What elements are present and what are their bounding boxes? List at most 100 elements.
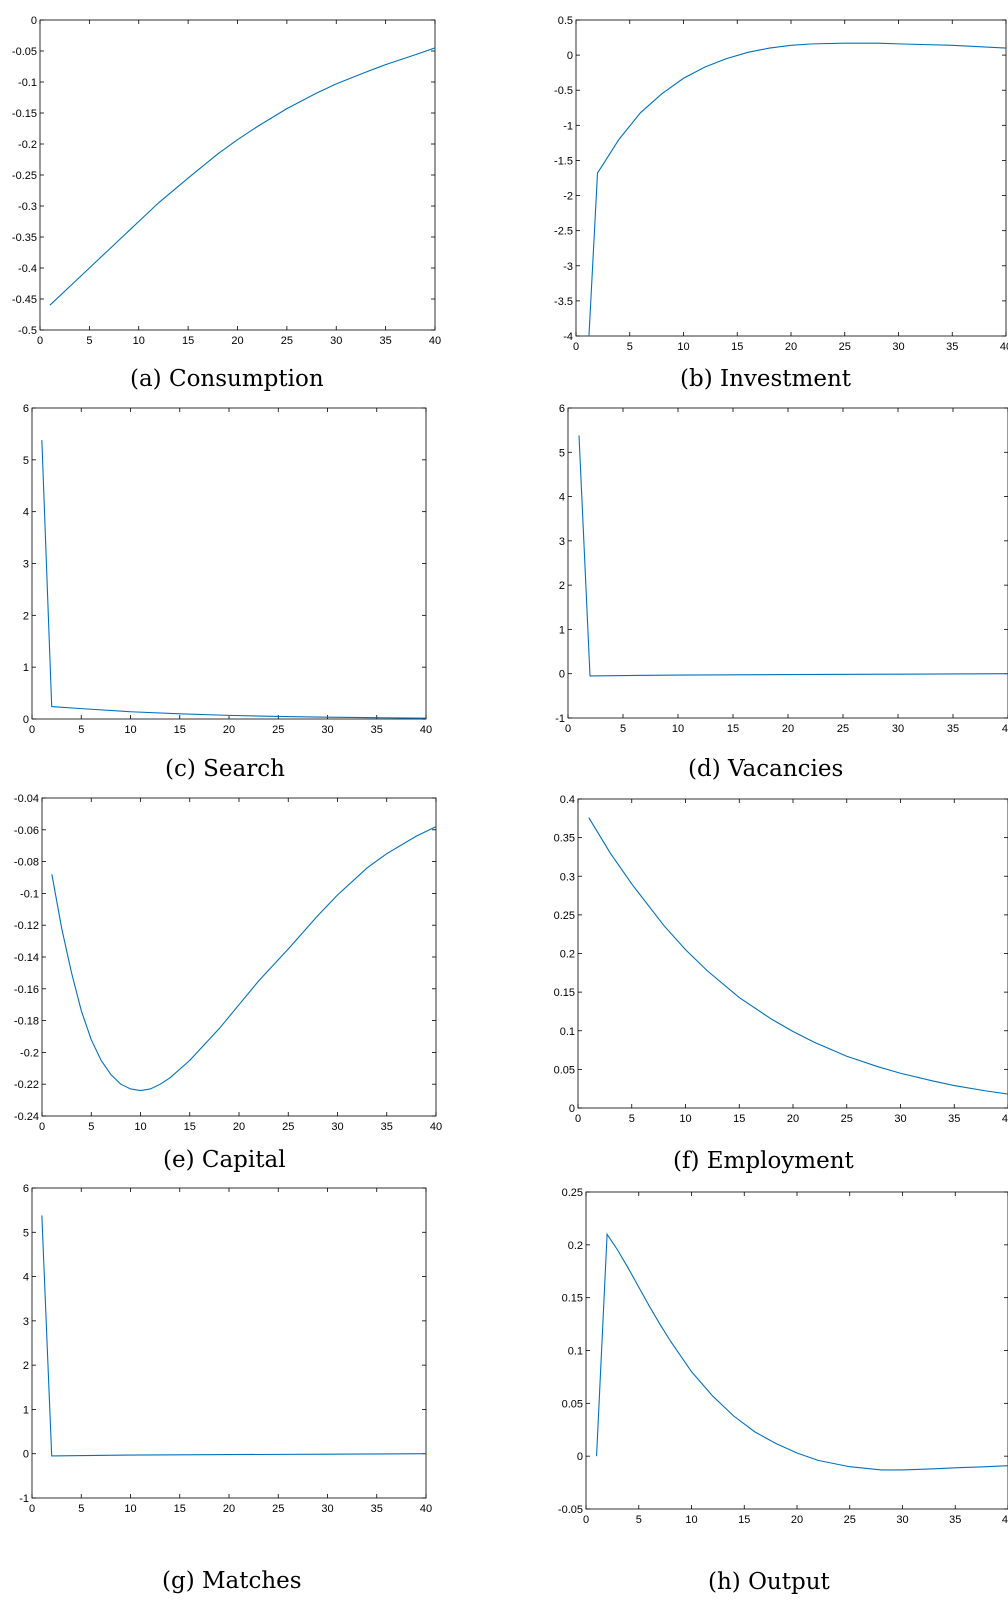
capital-ytick-label: -0.14: [14, 952, 39, 964]
chart-consumption: 0 5 10 15 20 25 30 35 40 -0.5 -0.45 -0.4 -0.35 -0.3 -0…: [12, 15, 441, 347]
vacancies-ytick-label: 0: [559, 669, 565, 681]
search-ytick-label: 2: [23, 610, 29, 622]
chart-capital: 0 5 10 15 20 25 30 35 40 -0.24 -0.22 -0.2 -0.18 -0.16…: [14, 793, 442, 1133]
vacancies-xtick-label: 35: [947, 723, 959, 735]
consumption-series-line: [49, 47, 435, 306]
vacancies-ytick-label: 1: [559, 624, 565, 636]
vacancies-xtick-label: 15: [727, 723, 739, 735]
employment-xtick-label: 35: [948, 1113, 960, 1125]
investment-xtick-label: 40: [1000, 341, 1008, 353]
capital-ytick-label: -0.04: [14, 793, 39, 805]
investment-xtick-label: 20: [785, 341, 797, 353]
vacancies-ytick-label: 2: [559, 580, 565, 592]
employment-ytick-label: 0.1: [560, 1026, 575, 1038]
matches-ytick-label: 1: [23, 1404, 29, 1416]
consumption-xtick-label: 30: [330, 335, 342, 347]
vacancies-axes-box: [567, 407, 1008, 719]
consumption-ytick-label: -0.15: [12, 108, 37, 120]
capital-xtick-label: 20: [233, 1121, 245, 1133]
capital-ytick-label: -0.12: [14, 920, 39, 932]
capital-ytick-label: -0.24: [14, 1111, 39, 1123]
investment-series-line: [588, 42, 1006, 336]
matches-ytick-label: 3: [23, 1316, 29, 1328]
investment-ytick-label: -1: [563, 120, 573, 132]
output-xtick-label: 5: [636, 1514, 642, 1526]
output-xtick-label: 0: [583, 1514, 589, 1526]
matches-xtick-label: 25: [272, 1503, 284, 1515]
search-xtick-label: 25: [272, 724, 284, 736]
search-xtick-label: 5: [78, 724, 84, 736]
employment-xtick-label: 20: [787, 1113, 799, 1125]
chart-search: 0 5 10 15 20 25 30 35 40 0 1 2 3 4 5 6: [23, 403, 432, 736]
employment-ytick-label: 0.05: [554, 1064, 575, 1076]
vacancies-ytick-label: 3: [559, 536, 565, 548]
output-xtick-label: 30: [896, 1514, 908, 1526]
search-axes-box: [31, 407, 427, 720]
search-ytick-label: 5: [23, 455, 29, 467]
consumption-xtick-label: 20: [231, 335, 243, 347]
matches-xtick-label: 20: [223, 1503, 235, 1515]
consumption-ytick-label: -0.4: [18, 263, 37, 275]
consumption-xtick-label: 0: [37, 335, 43, 347]
matches-series-line: [41, 1215, 426, 1457]
investment-xtick-label: 15: [731, 341, 743, 353]
capital-ytick-label: -0.16: [14, 984, 39, 996]
consumption-ytick-label: -0.5: [18, 325, 37, 337]
matches-axes-box: [31, 1187, 427, 1499]
consumption-xtick-label: 35: [380, 335, 392, 347]
employment-ytick-label: 0: [569, 1103, 575, 1115]
consumption-ytick-label: -0.1: [18, 77, 37, 89]
investment-xtick-label: 35: [946, 341, 958, 353]
vacancies-xtick-label: 10: [672, 723, 684, 735]
employment-xtick-label: 25: [841, 1113, 853, 1125]
capital-axes-box: [41, 797, 437, 1117]
consumption-axes-box: [39, 19, 436, 331]
capital-ytick-label: -0.18: [14, 1016, 39, 1028]
employment-xtick-label: 30: [894, 1113, 906, 1125]
chart-panel-consumption: 0 5 10 15 20 25 30 35 40 -0.5 -0.45 -0.4 -0.35 -0.3 -0…: [0, 8, 470, 400]
investment-ytick-label: -4: [563, 331, 573, 343]
consumption-xtick-label: 25: [281, 335, 293, 347]
consumption-ytick-label: -0.35: [12, 232, 37, 244]
vacancies-xtick-label: 25: [837, 723, 849, 735]
vacancies-xtick-label: 40: [1002, 723, 1008, 735]
investment-ytick-label: -2: [563, 191, 573, 203]
search-xtick-label: 30: [321, 724, 333, 736]
employment-series-line: [588, 817, 1008, 1095]
search-xtick-label: 35: [371, 724, 383, 736]
capital-series-line: [51, 826, 436, 1092]
vacancies-ytick-label: 5: [559, 447, 565, 459]
matches-xtick-label: 15: [174, 1503, 186, 1515]
matches-ytick-label: 0: [23, 1449, 29, 1461]
consumption-xtick-label: 15: [182, 335, 194, 347]
matches-xtick-label: 5: [78, 1503, 84, 1515]
matches-xtick-label: 30: [321, 1503, 333, 1515]
search-ytick-label: 6: [23, 403, 29, 415]
capital-ytick-label: -0.22: [14, 1079, 39, 1091]
capital-xtick-label: 25: [282, 1121, 294, 1133]
matches-ytick-label: 2: [23, 1360, 29, 1372]
chart-panel-matches: 0 5 10 15 20 25 30 35 40 -1 0 1 2 3 4 5 6 (g) Matches: [0, 1180, 470, 1613]
output-xtick-label: 20: [791, 1514, 803, 1526]
employment-axes-box: [577, 798, 1008, 1109]
consumption-ytick-label: -0.3: [18, 201, 37, 213]
chart-panel-investment: 0 5 10 15 20 25 30 35 40 -4 -3.5 -3 -2.5 -2 -1.5 -1 -0.5…: [540, 8, 1008, 400]
employment-xtick-label: 0: [575, 1113, 581, 1125]
search-xtick-label: 20: [223, 724, 235, 736]
consumption-ytick-label: -0.45: [12, 294, 37, 306]
employment-ytick-label: 0.35: [554, 833, 575, 845]
investment-axes-box: [575, 19, 1007, 337]
output-xtick-label: 25: [844, 1514, 856, 1526]
output-axes-box: [585, 1191, 1008, 1510]
capital-xtick-label: 15: [184, 1121, 196, 1133]
chart-panel-capital: 0 5 10 15 20 25 30 35 40 -0.24 -0.22 -0.2 -0.18 -0.16…: [0, 790, 470, 1190]
investment-ytick-label: -3: [563, 261, 573, 273]
matches-xtick-label: 35: [371, 1503, 383, 1515]
search-ytick-label: 0: [23, 714, 29, 726]
output-series-line: [596, 1232, 1008, 1471]
capital-ytick-label: -0.08: [14, 857, 39, 869]
caption-search: (c) Search: [165, 756, 285, 782]
